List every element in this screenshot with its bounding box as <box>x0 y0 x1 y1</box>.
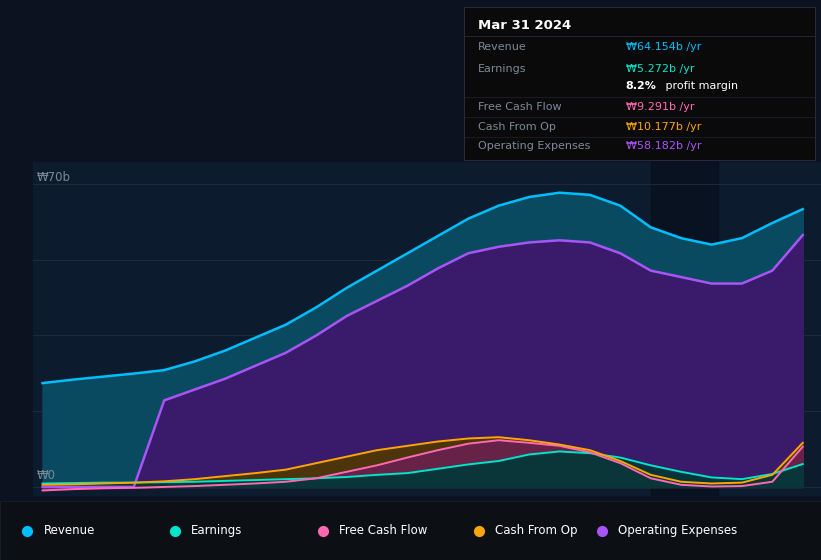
Text: Cash From Op: Cash From Op <box>478 122 556 132</box>
Text: Earnings: Earnings <box>191 524 243 537</box>
Text: Free Cash Flow: Free Cash Flow <box>339 524 428 537</box>
Text: Mar 31 2024: Mar 31 2024 <box>478 20 571 32</box>
Text: Revenue: Revenue <box>478 43 526 52</box>
Text: ₩10.177b /yr: ₩10.177b /yr <box>626 122 701 132</box>
Text: 8.2%: 8.2% <box>626 81 656 91</box>
Bar <box>651 162 718 496</box>
Text: ₩0: ₩0 <box>37 469 56 482</box>
Text: Free Cash Flow: Free Cash Flow <box>478 102 562 111</box>
Text: Operating Expenses: Operating Expenses <box>618 524 737 537</box>
Text: profit margin: profit margin <box>663 81 739 91</box>
Text: Cash From Op: Cash From Op <box>495 524 577 537</box>
Text: ₩9.291b /yr: ₩9.291b /yr <box>626 102 694 111</box>
Text: Earnings: Earnings <box>478 64 526 73</box>
Text: ₩5.272b /yr: ₩5.272b /yr <box>626 64 694 73</box>
Text: ₩70b: ₩70b <box>37 171 71 184</box>
Text: Revenue: Revenue <box>44 524 95 537</box>
Text: ₩58.182b /yr: ₩58.182b /yr <box>626 141 701 151</box>
Text: ₩64.154b /yr: ₩64.154b /yr <box>626 43 701 52</box>
Text: Operating Expenses: Operating Expenses <box>478 141 590 151</box>
